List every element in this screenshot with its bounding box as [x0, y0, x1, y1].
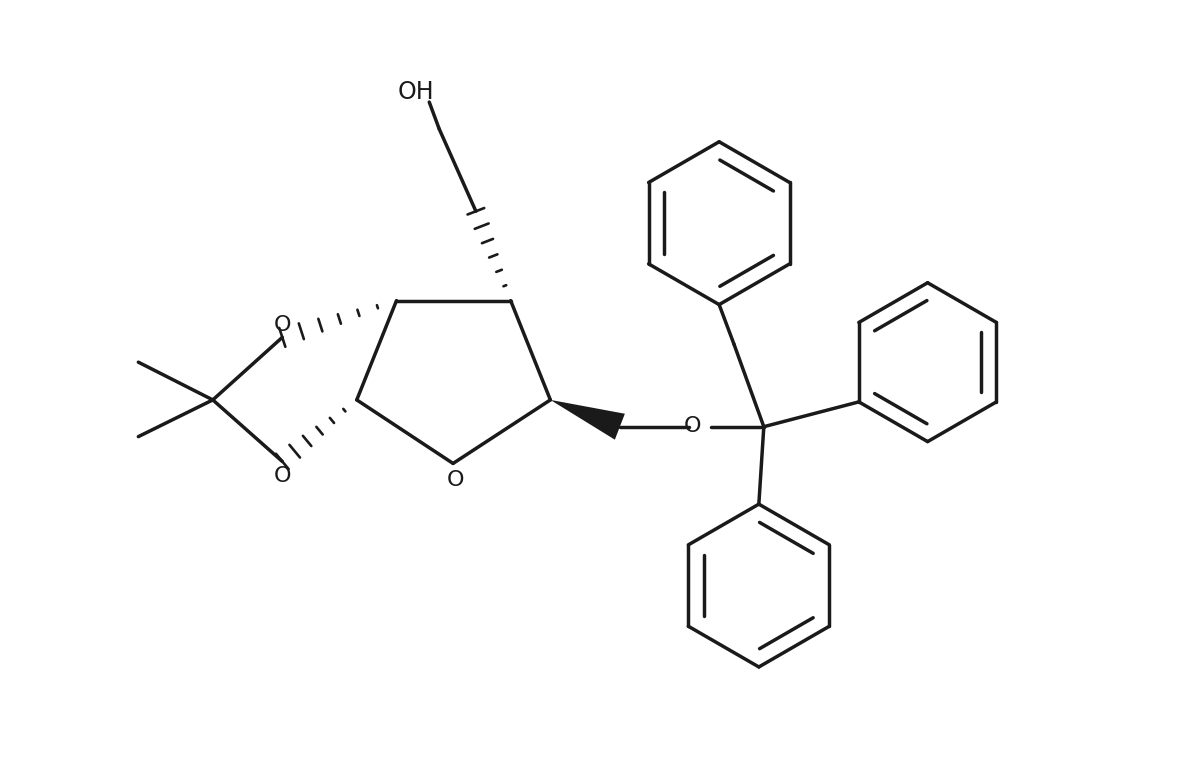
Text: O: O — [684, 415, 701, 435]
Polygon shape — [551, 400, 625, 440]
Text: OH: OH — [398, 80, 434, 104]
Text: O: O — [274, 466, 292, 486]
Text: O: O — [446, 470, 464, 490]
Text: O: O — [274, 316, 292, 336]
